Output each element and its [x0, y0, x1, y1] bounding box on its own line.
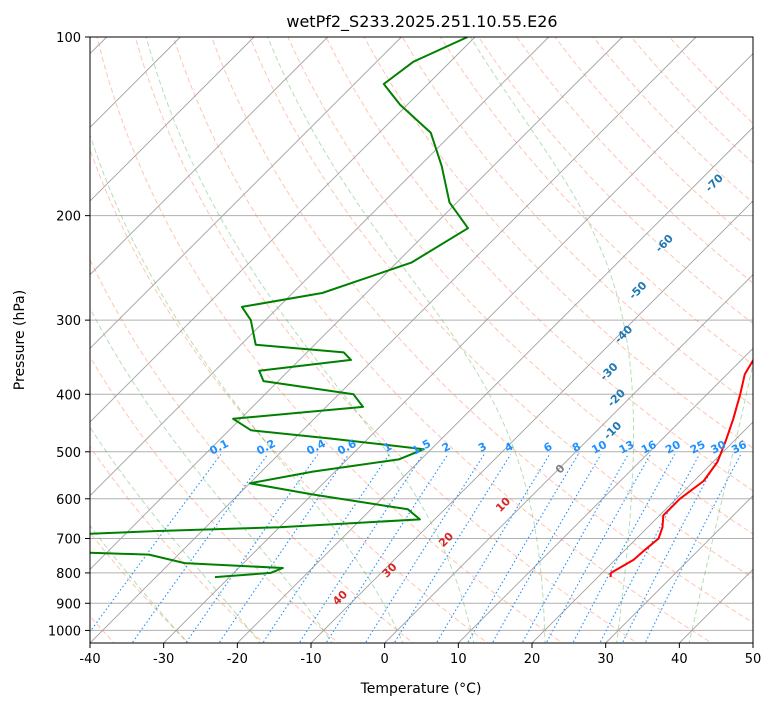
x-tick-label: 50	[745, 652, 762, 667]
x-axis-label: Temperature (°C)	[360, 681, 482, 697]
y-axis-label: Pressure (hPa)	[12, 290, 28, 390]
y-tick-label: 300	[56, 314, 81, 329]
x-tick-label: 0	[381, 652, 389, 667]
y-tick-label: 400	[56, 388, 81, 403]
x-tick-label: -40	[79, 652, 100, 667]
chart-title: wetPf2_S233.2025.251.10.55.E26	[286, 12, 557, 32]
y-tick-label: 500	[56, 446, 81, 461]
x-tick-label: -20	[227, 652, 248, 667]
x-tick-label: -30	[153, 652, 174, 667]
wetbulb-label: -80	[751, 127, 774, 150]
x-tick-label: 20	[524, 652, 541, 667]
x-tick-label: 30	[597, 652, 614, 667]
y-tick-label: 1000	[48, 624, 81, 639]
y-tick-label: 900	[56, 597, 81, 612]
plot-background	[90, 37, 753, 643]
y-tick-label: 100	[56, 31, 81, 46]
isotherm-line	[753, 37, 775, 643]
y-tick-label: 700	[56, 533, 81, 548]
x-tick-label: 10	[450, 652, 467, 667]
y-tick-label: 800	[56, 567, 81, 582]
x-tick-label: 40	[671, 652, 688, 667]
y-tick-label: 600	[56, 493, 81, 508]
x-tick-label: -10	[300, 652, 321, 667]
y-tick-label: 200	[56, 210, 81, 225]
